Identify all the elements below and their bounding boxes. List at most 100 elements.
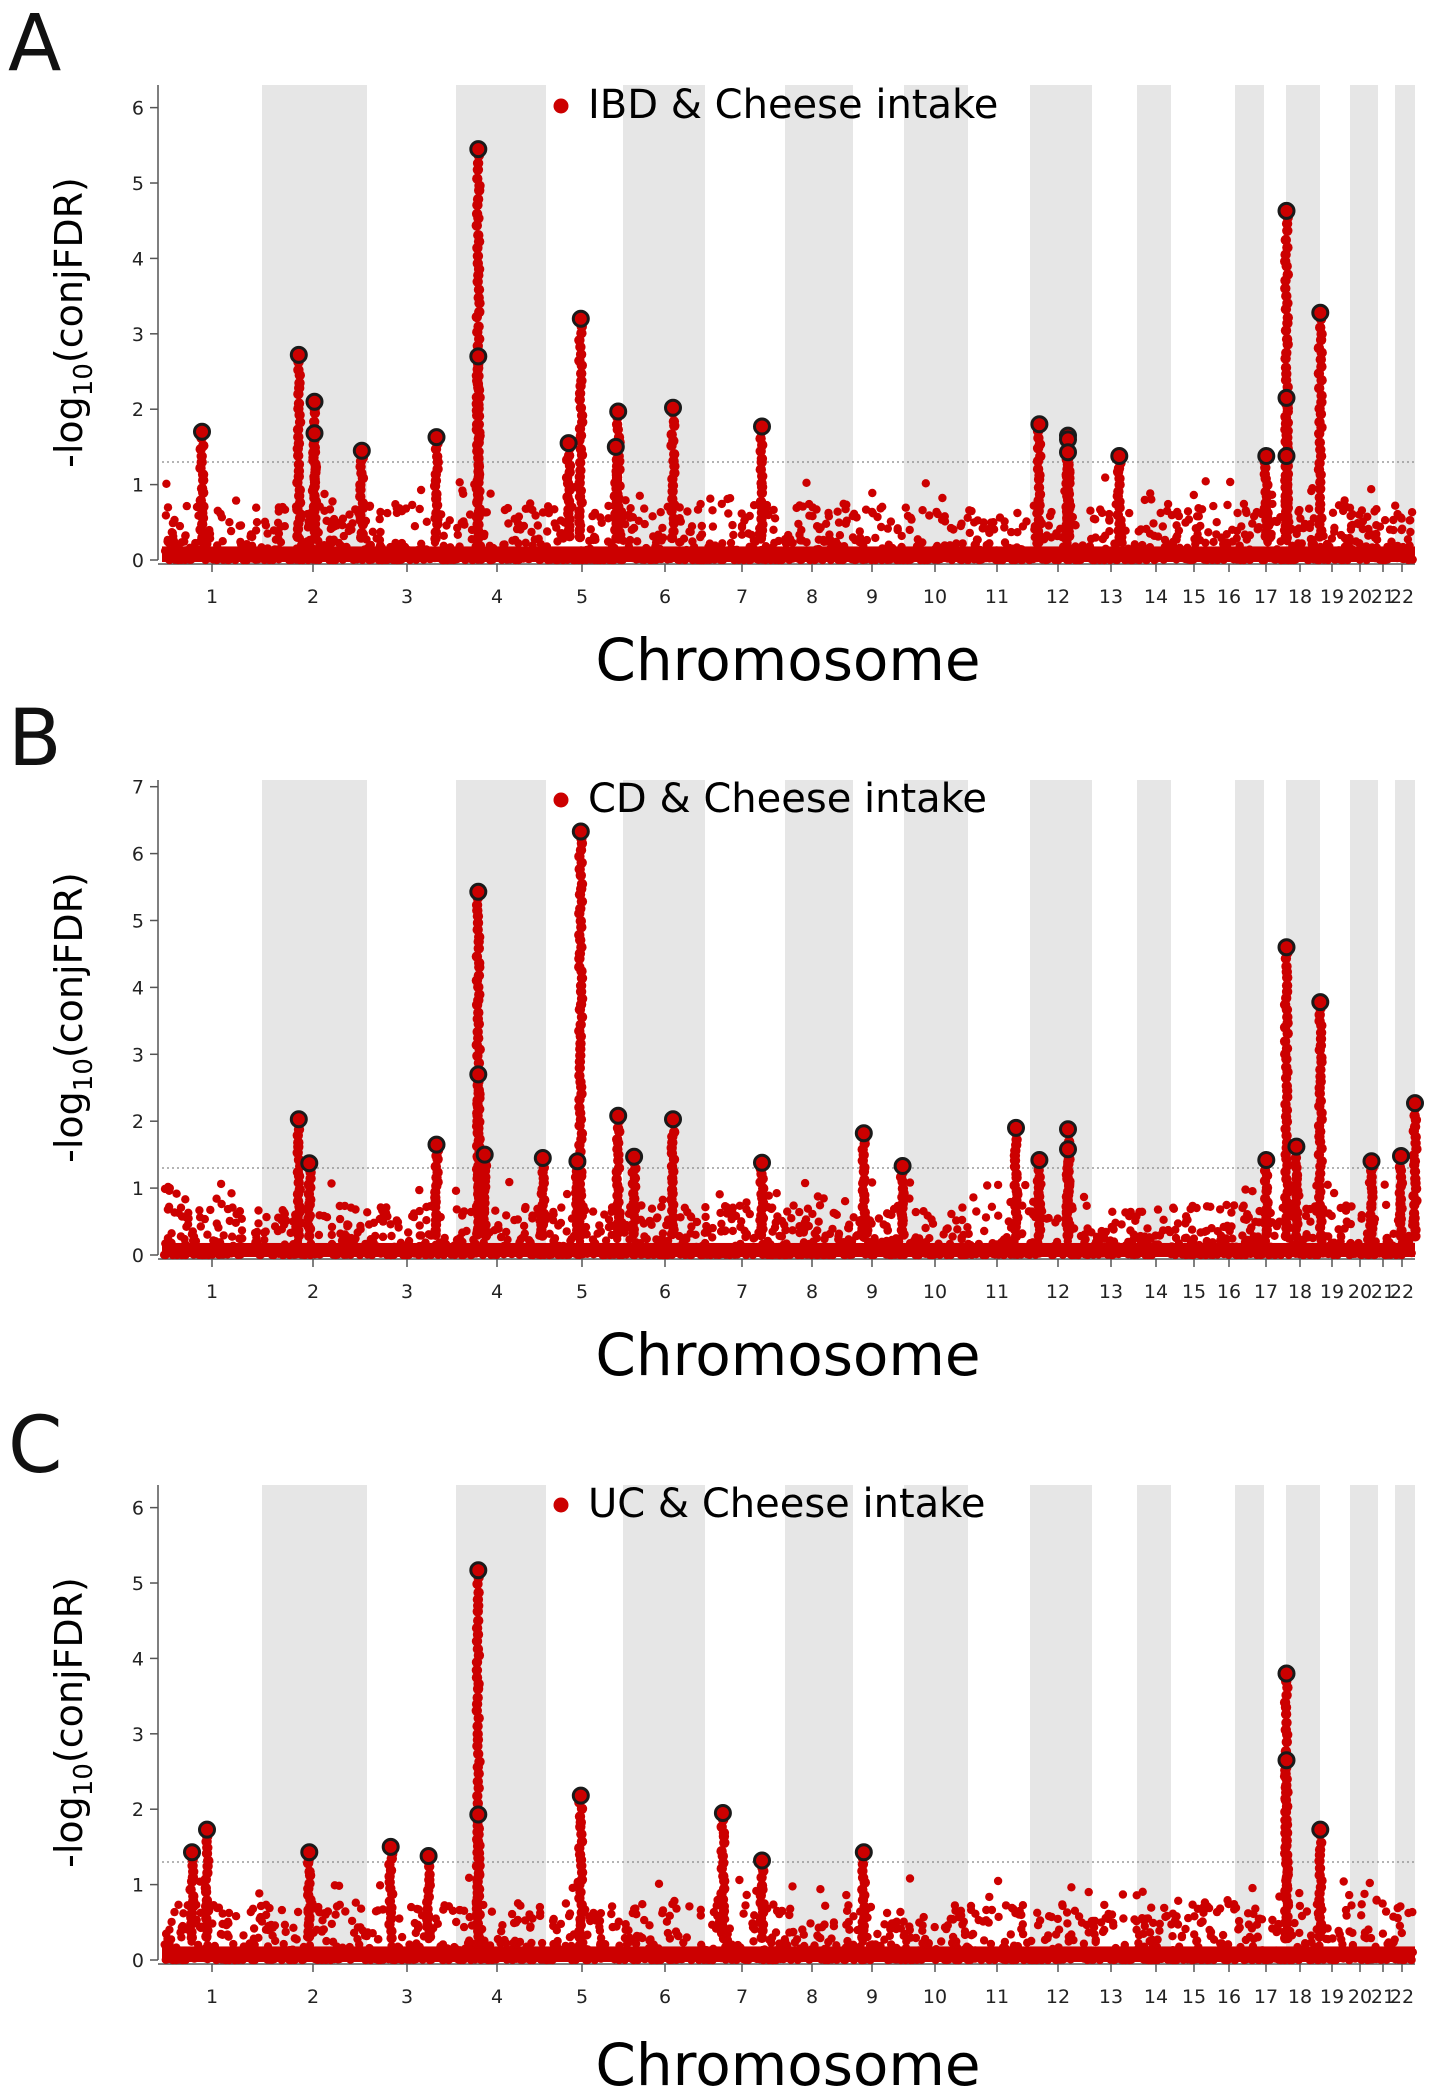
chromosome-band [623,85,705,560]
background-snp-point [796,536,805,545]
x-tick-label: 2 [307,1281,319,1303]
background-snp-point [1334,501,1344,510]
x-tick-label: 11 [985,586,1009,608]
background-snp-point [328,497,337,506]
background-snp-point [383,508,392,518]
x-tick-label: 6 [659,586,671,608]
background-snp-point [604,501,613,511]
background-snp-point [1143,1224,1152,1233]
background-snp-point [718,539,727,548]
background-snp-point [717,499,726,509]
background-snp-floor [162,546,1415,562]
background-snp-point [792,503,801,513]
background-snp-point [1174,511,1184,521]
background-snp-point [589,532,599,541]
background-snp-point [814,1217,823,1226]
background-snp-point [1364,531,1373,540]
background-snp-point [181,1195,190,1204]
snp-point [198,440,209,451]
background-snp-point [1354,520,1363,529]
x-tick-label: 12 [1046,1986,1070,2008]
background-snp-point [1194,512,1204,521]
background-snp-point [783,1207,792,1216]
x-tick-label: 11 [985,1281,1009,1303]
background-snp-point [417,539,426,548]
background-snp-point [510,1215,519,1225]
background-snp-point [741,1232,750,1242]
background-snp-point [995,513,1005,522]
x-tick-label: 1 [206,1986,218,2008]
background-snp-point [879,1220,888,1229]
snp-point [667,493,678,505]
background-snp-point [175,521,185,531]
background-snp-point [1247,1223,1256,1232]
x-tick-label: 17 [1254,1986,1278,2008]
background-snp-point [640,519,649,529]
legend-label: IBD & Cheese intake [588,82,998,128]
background-snp-point [262,1212,271,1222]
background-snp-point [744,529,753,538]
background-snp-point [231,496,241,505]
lead-snp-point [305,392,324,411]
background-snp-point [511,535,520,545]
background-snp-point [938,493,947,503]
background-snp-point [1067,1883,1076,1892]
lead-snp-point [854,1124,873,1143]
snp-point [563,450,575,461]
background-snp-point [1153,1205,1163,1214]
background-snp-point [1398,524,1407,533]
background-snp-point [1201,477,1210,486]
lead-snp-point [571,309,590,328]
x-tick-label: 9 [866,586,878,608]
y-axis-title-base: -log [47,1091,91,1163]
background-snp-point [327,523,336,533]
background-snp-point [983,1181,992,1190]
chromosome-band [1137,85,1171,560]
background-snp-point [680,1203,689,1213]
background-snps [160,473,1417,565]
snp-point [668,526,679,537]
background-snp-point [873,512,882,522]
background-snp-point [658,1195,667,1205]
snp-point [575,402,587,414]
background-snp-point [1380,516,1390,525]
background-snp-point [980,1226,989,1236]
lead-snp-point [609,402,628,421]
x-tick-label: 20 [1348,1281,1372,1303]
background-snp-point [543,527,552,536]
background-snp-point [1080,1230,1090,1239]
background-snp-point [676,537,685,547]
background-snp-point [404,1228,413,1237]
snp-point [472,194,484,205]
background-snp-point [1167,511,1177,520]
background-snp-point [387,1231,396,1241]
background-snp-point [1173,531,1182,541]
background-snp-point [1195,535,1205,545]
background-snp-point [705,539,714,548]
background-snp-point [687,1213,696,1222]
background-snp-point [1127,1211,1136,1220]
background-snp-point [200,1214,209,1224]
background-snp-point [696,499,705,509]
background-snp-point [382,1203,391,1212]
background-snp-point [600,1210,609,1219]
background-snp-point [905,525,914,535]
background-snp-point [347,1916,357,1926]
snp-point [472,158,484,169]
background-snp-point [163,503,173,512]
background-snp-point [322,516,331,525]
background-snp-point [1165,1227,1175,1237]
background-snp-point [334,538,343,548]
x-tick-label: 10 [923,1986,947,2008]
background-snp-point [969,1193,978,1202]
background-snp-point [1375,522,1385,531]
background-snp-point [416,485,426,495]
background-snp-point [165,1183,174,1193]
background-snp-point [1206,1202,1215,1212]
snp-point [574,388,586,399]
background-snp-point [335,1214,345,1224]
background-snp-point [161,511,171,520]
background-snp-point [392,504,401,513]
background-snp-point [417,1231,426,1240]
background-snp-point [845,1220,854,1229]
